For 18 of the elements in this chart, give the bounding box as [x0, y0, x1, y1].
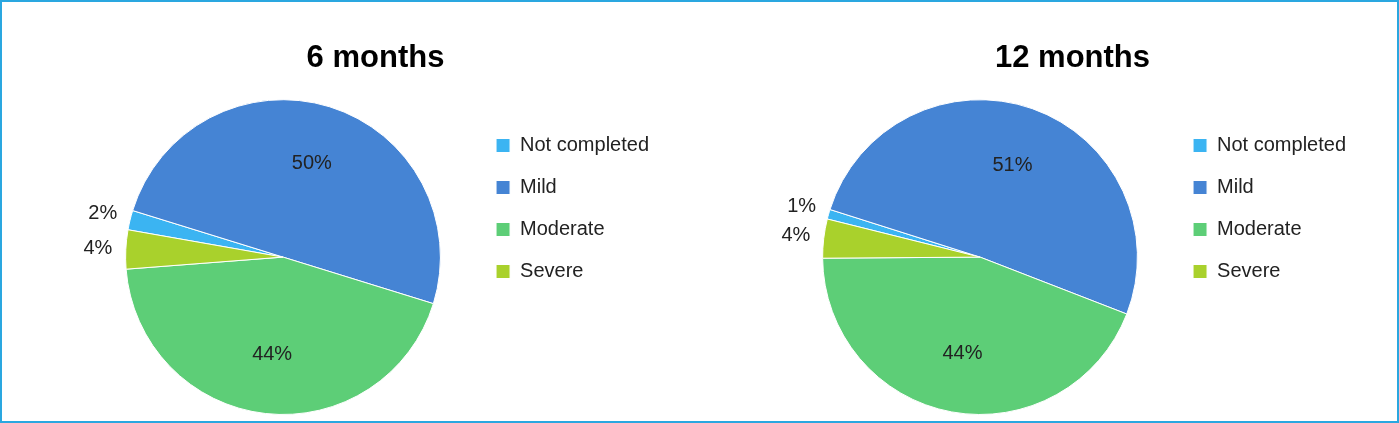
data-label: 50%	[291, 151, 333, 174]
legend-label: Moderate	[1217, 217, 1302, 240]
chart-title: 12 months	[994, 39, 1151, 75]
data-label: 44%	[942, 340, 983, 363]
legend-label: Mild	[520, 175, 557, 198]
data-label: 4%	[83, 235, 113, 258]
legend-label: Severe	[520, 259, 584, 282]
data-label: 51%	[992, 152, 1033, 175]
legend-label: Moderate	[520, 217, 605, 240]
legend-label: Mild	[1217, 175, 1254, 198]
data-label: 44%	[252, 341, 293, 364]
legend-label: Not completed	[520, 133, 650, 156]
data-label: 2%	[88, 201, 118, 224]
data-label: 1%	[787, 194, 817, 217]
chart-title: 6 months	[306, 39, 445, 75]
legend-label: Not completed	[1217, 133, 1347, 156]
legend-label: Severe	[1217, 259, 1281, 282]
data-label: 4%	[781, 222, 811, 245]
